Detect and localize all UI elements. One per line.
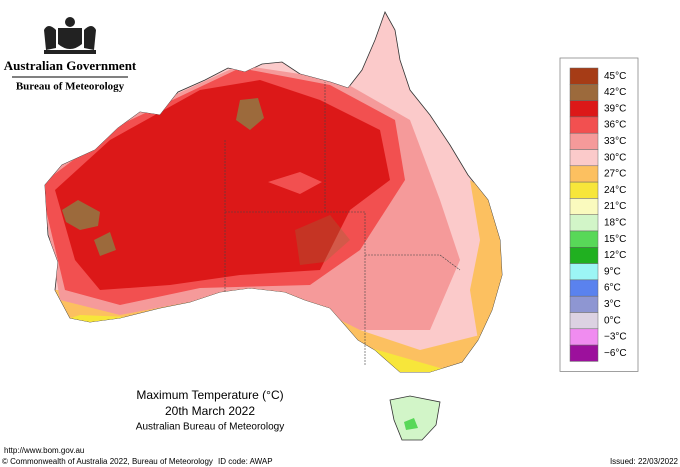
legend-swatch xyxy=(569,100,599,118)
legend-swatch xyxy=(569,132,599,150)
legend-swatch xyxy=(569,116,599,134)
map-date: 20th March 2022 xyxy=(165,404,255,418)
legend-label: 42°C xyxy=(604,87,626,98)
legend-swatch xyxy=(569,67,599,85)
legend-swatch xyxy=(569,149,599,167)
legend-label: 12°C xyxy=(604,250,626,261)
legend-swatch xyxy=(569,230,599,248)
map-title: Maximum Temperature (°C) xyxy=(136,388,283,402)
agency-name: Bureau of Meteorology xyxy=(16,81,125,93)
legend-label: 36°C xyxy=(604,120,626,131)
legend-label: 45°C xyxy=(604,71,626,82)
legend-swatch xyxy=(569,165,599,183)
legend-swatch xyxy=(569,214,599,232)
legend-label: 0°C xyxy=(604,315,621,326)
legend-swatch xyxy=(569,84,599,101)
government-name: Australian Government xyxy=(4,58,137,73)
coat-of-arms xyxy=(44,17,96,54)
legend-label: 39°C xyxy=(604,103,626,114)
legend-label: 18°C xyxy=(604,217,626,228)
issued: Issued: 22/03/2022 xyxy=(610,457,679,466)
legend-swatch xyxy=(569,295,599,313)
legend-swatch xyxy=(569,263,599,281)
legend: 45°C 42°C 39°C 36°C 33°C 30°C 27°C 24°C 21°C 18°C… xyxy=(559,57,639,372)
legend-swatch xyxy=(569,247,599,264)
legend-label: 3°C xyxy=(604,299,621,310)
legend-swatch xyxy=(569,181,599,199)
map-source: Australian Bureau of Meteorology xyxy=(136,422,284,433)
legend-label: 33°C xyxy=(604,136,626,147)
legend-label: 21°C xyxy=(604,201,626,212)
legend-swatch xyxy=(569,344,599,362)
legend-label: −6°C xyxy=(604,348,627,359)
australia-map xyxy=(44,11,503,441)
legend-swatch xyxy=(569,312,599,330)
id-code: ID code: AWAP xyxy=(218,457,273,466)
legend-swatch xyxy=(569,198,599,215)
url: http://www.bom.gov.au xyxy=(4,446,84,455)
legend-label: 15°C xyxy=(604,234,626,245)
legend-label: 9°C xyxy=(604,266,621,277)
legend-label: 27°C xyxy=(604,169,626,180)
legend-swatch xyxy=(569,328,599,346)
legend-label: 30°C xyxy=(604,152,626,163)
legend-label: 24°C xyxy=(604,185,626,196)
legend-label: 6°C xyxy=(604,283,621,294)
copyright: © Commonwealth of Australia 2022, Bureau… xyxy=(2,457,213,466)
legend-label: −3°C xyxy=(604,332,627,343)
legend-swatch xyxy=(569,279,599,297)
